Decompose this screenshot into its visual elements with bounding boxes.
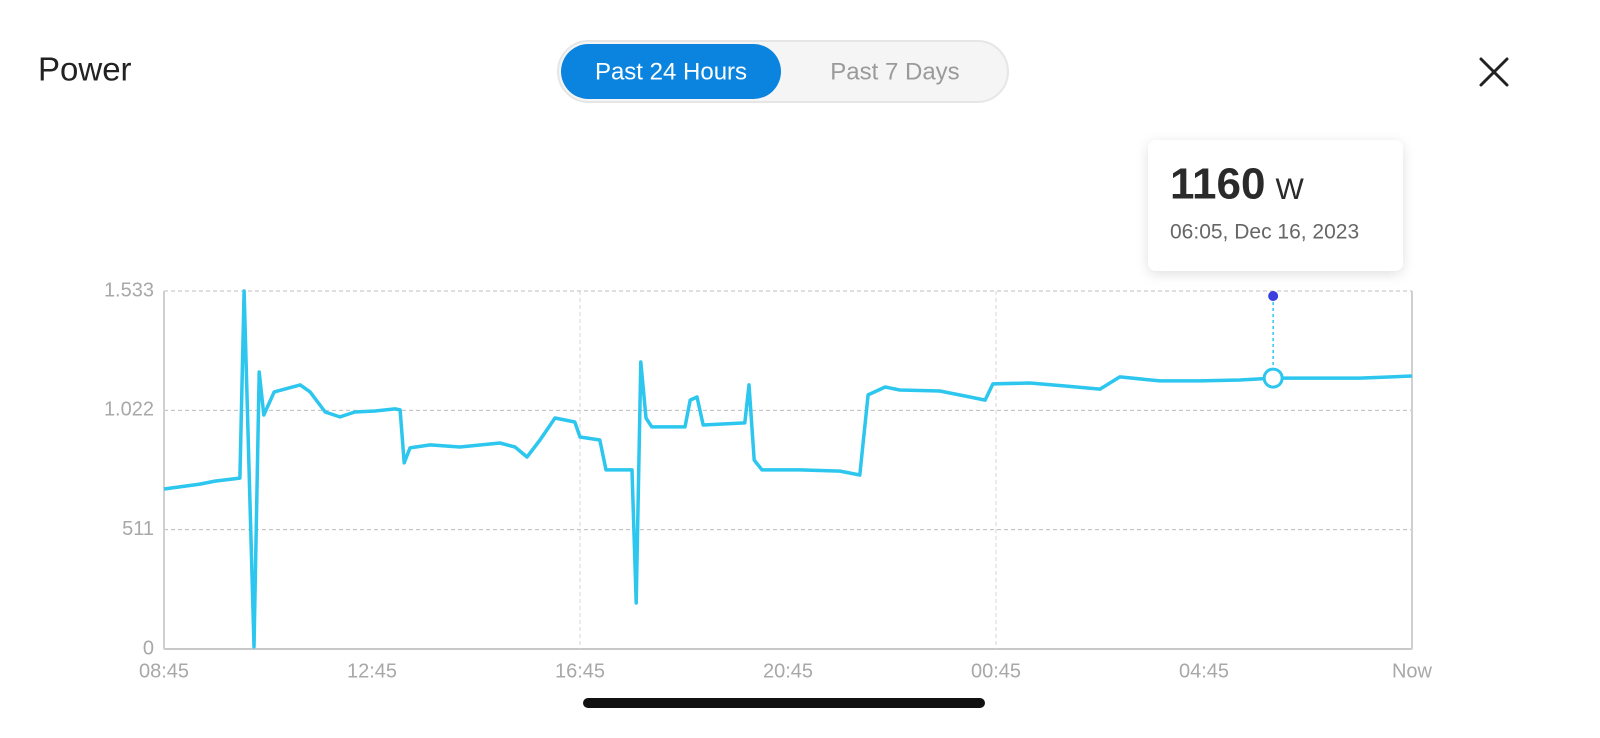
x-tick-label: 20:45 xyxy=(763,660,813,682)
chart: 0 511 1.022 1.533 08:45 12:45 16:45 20:45 00:45 0… xyxy=(104,140,1433,682)
x-tick-label: 00:45 xyxy=(971,660,1021,682)
y-tick-label: 1.533 xyxy=(104,279,154,301)
x-tick-label: 08:45 xyxy=(139,660,189,682)
y-tick-label: 1.022 xyxy=(104,399,154,421)
close-icon[interactable] xyxy=(1479,57,1509,87)
x-tick-label: 12:45 xyxy=(347,660,397,682)
tab-label[interactable]: Past 7 Days xyxy=(830,58,959,85)
y-tick-label: 0 xyxy=(143,637,154,659)
tooltip-date: 06:05, Dec 16, 2023 xyxy=(1170,221,1359,244)
tooltip-value: 1160 xyxy=(1170,160,1265,209)
cursor-dot xyxy=(1268,291,1279,301)
page-title: Power xyxy=(38,51,132,88)
x-tick-label: Now xyxy=(1392,660,1433,682)
tooltip-box xyxy=(1148,140,1403,271)
highlight-point xyxy=(1262,367,1284,389)
home-indicator xyxy=(583,698,985,708)
data-line xyxy=(163,289,1413,649)
close-button[interactable] xyxy=(1479,57,1509,87)
tooltip: 1160 W 06:05, Dec 16, 2023 xyxy=(1148,140,1403,271)
y-tick-label: 511 xyxy=(122,518,154,540)
tab-active[interactable] xyxy=(561,44,781,99)
x-tick-label: 04:45 xyxy=(1179,660,1229,682)
x-tick-label: 16:45 xyxy=(555,660,605,682)
tooltip-unit: W xyxy=(1275,173,1304,206)
tab-label[interactable]: Past 24 Hours xyxy=(595,58,747,85)
